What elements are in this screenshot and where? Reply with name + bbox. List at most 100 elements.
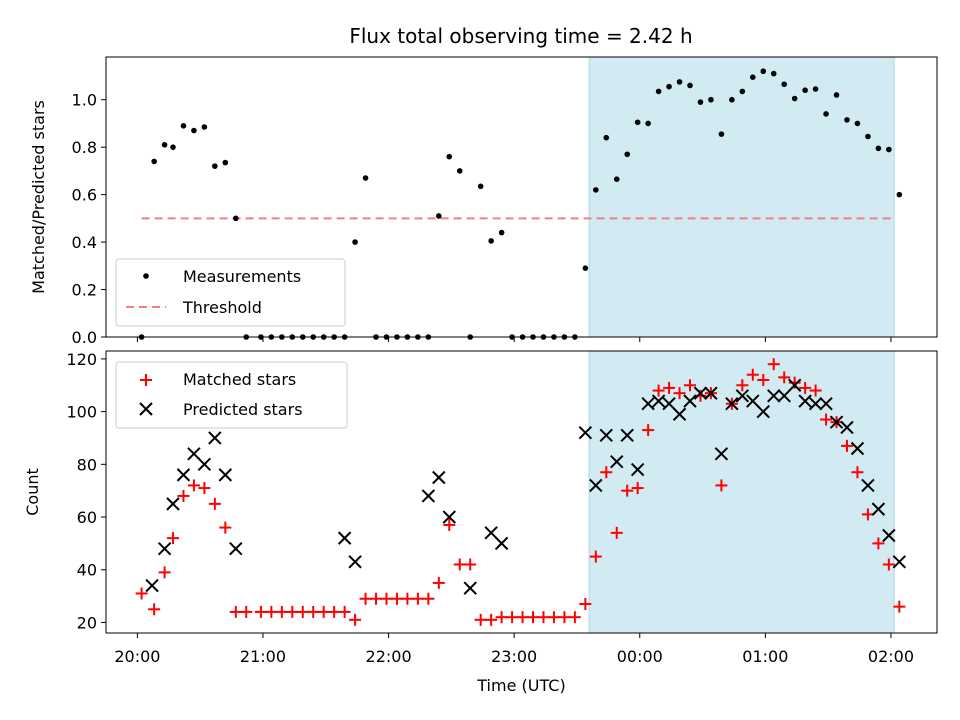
measurement-point [718, 131, 725, 137]
measurement-point [613, 176, 620, 183]
measurement-point [161, 141, 168, 148]
matched-star-point [177, 489, 190, 502]
matched-star-point [485, 613, 498, 626]
predicted-x-b [599, 428, 613, 443]
predicted-x-b [767, 389, 781, 403]
y-tick-label: 0.8 [72, 138, 97, 157]
predicted-star-point [187, 447, 201, 461]
predicted-x-b [829, 415, 844, 429]
predicted-star-point [767, 389, 781, 403]
predicted-x-b [218, 468, 233, 482]
predicted-star-point [157, 541, 172, 556]
predicted-x-b [850, 441, 865, 456]
matched-star-point [840, 439, 853, 452]
top-legend: Measurements Threshold [115, 258, 346, 327]
matched-star-point [820, 413, 833, 426]
measurement-point [896, 191, 903, 198]
chart-title: Flux total observing time = 2.42 h [349, 24, 692, 48]
matched-star-point [443, 518, 456, 531]
matched-star-point [516, 611, 529, 624]
predicted-star-point [787, 378, 802, 392]
legend-matched-marker [140, 374, 152, 386]
predicted-star-point [630, 462, 645, 477]
measurement-point [739, 88, 746, 95]
predicted-x-b [145, 578, 159, 593]
predicted-x-b [641, 397, 655, 411]
predicted-star-point [746, 394, 760, 408]
bottom-legend: Matched stars Predicted stars [115, 361, 348, 429]
matched-star-point [893, 600, 906, 613]
matched-star-point [328, 605, 341, 618]
predicted-star-point [651, 394, 666, 408]
measurement-point [352, 239, 358, 245]
predicted-star-point [819, 397, 833, 411]
matched-star-point [506, 611, 519, 624]
measurement-point [151, 158, 157, 165]
predicted-x-b [871, 502, 886, 516]
matched-star-point [286, 605, 299, 618]
measurement-point [865, 133, 871, 140]
predicted-star-point [337, 531, 352, 545]
matched-star-point [148, 603, 161, 616]
predicted-star-point [484, 526, 498, 540]
measurement-point [781, 81, 787, 88]
legend-predicted-marker [139, 402, 153, 416]
top-legend-box [115, 258, 346, 327]
matched-star-point [275, 605, 288, 618]
measurement-point [655, 88, 662, 95]
matched-star-point [558, 611, 571, 624]
predicted-x-b [798, 394, 812, 408]
matched-star-point [673, 387, 686, 400]
predicted-star-point [641, 397, 655, 411]
predicted-x-b [882, 528, 896, 543]
y-tick-label: 0.0 [72, 328, 97, 347]
measurement-point [676, 79, 683, 85]
predicted-star-point [892, 555, 907, 569]
predicted-x-b [746, 394, 760, 408]
matched-star-point [568, 611, 581, 624]
matched-star-point [778, 371, 791, 384]
matched-star-point [296, 605, 309, 618]
measurement-point [823, 111, 829, 117]
matched-star-point [621, 484, 634, 497]
measurement-point [854, 120, 861, 127]
measurement-point [729, 96, 735, 103]
measurement-point [645, 120, 651, 127]
predicted-star-point [620, 428, 634, 443]
matched-star-point [370, 592, 383, 605]
measurement-point [180, 123, 187, 129]
measurement-point [191, 127, 197, 134]
matched-star-point [474, 613, 487, 626]
predicted-star-point [798, 394, 812, 408]
y-tick-label: 100 [66, 403, 97, 422]
y-tick-label: 60 [77, 508, 97, 527]
bottom-y-axis-label: Count [23, 468, 42, 516]
measurement-point [624, 151, 631, 158]
predicted-star-point [735, 389, 750, 403]
predicted-x-b [756, 404, 770, 419]
matched-star-point [349, 613, 362, 626]
matched-star-point [208, 497, 221, 510]
measurement-point [791, 95, 798, 102]
measurement-point [582, 265, 589, 271]
measurement-point [886, 146, 892, 153]
matched-star-point [401, 592, 414, 605]
predicted-star-point [610, 454, 624, 469]
measurement-point [770, 70, 777, 77]
measurement-point [212, 163, 218, 169]
predicted-x-b [630, 462, 645, 477]
matched-star-point [495, 611, 508, 624]
measurement-point [456, 168, 463, 174]
predicted-star-point [166, 497, 180, 511]
matched-star-point [338, 605, 351, 618]
y-tick-label: 120 [66, 350, 97, 369]
matched-star-point [158, 566, 171, 579]
predicted-star-point [882, 528, 896, 543]
measurement-point [875, 145, 882, 152]
predicted-star-point [589, 478, 603, 493]
measurement-point [697, 99, 704, 105]
matched-star-point [579, 598, 592, 611]
predicted-x-b [578, 425, 593, 440]
predicted-x-b [714, 447, 729, 461]
